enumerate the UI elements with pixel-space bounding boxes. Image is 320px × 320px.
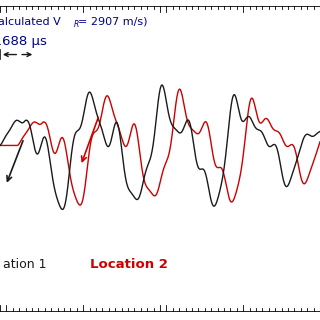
Text: R: R <box>74 20 79 29</box>
Text: ation 1: ation 1 <box>3 258 47 271</box>
Text: alculated V: alculated V <box>0 17 61 27</box>
Text: = 2907 m/s): = 2907 m/s) <box>78 17 148 27</box>
Text: .688 µs: .688 µs <box>0 35 47 48</box>
Text: Location 2: Location 2 <box>90 258 167 271</box>
